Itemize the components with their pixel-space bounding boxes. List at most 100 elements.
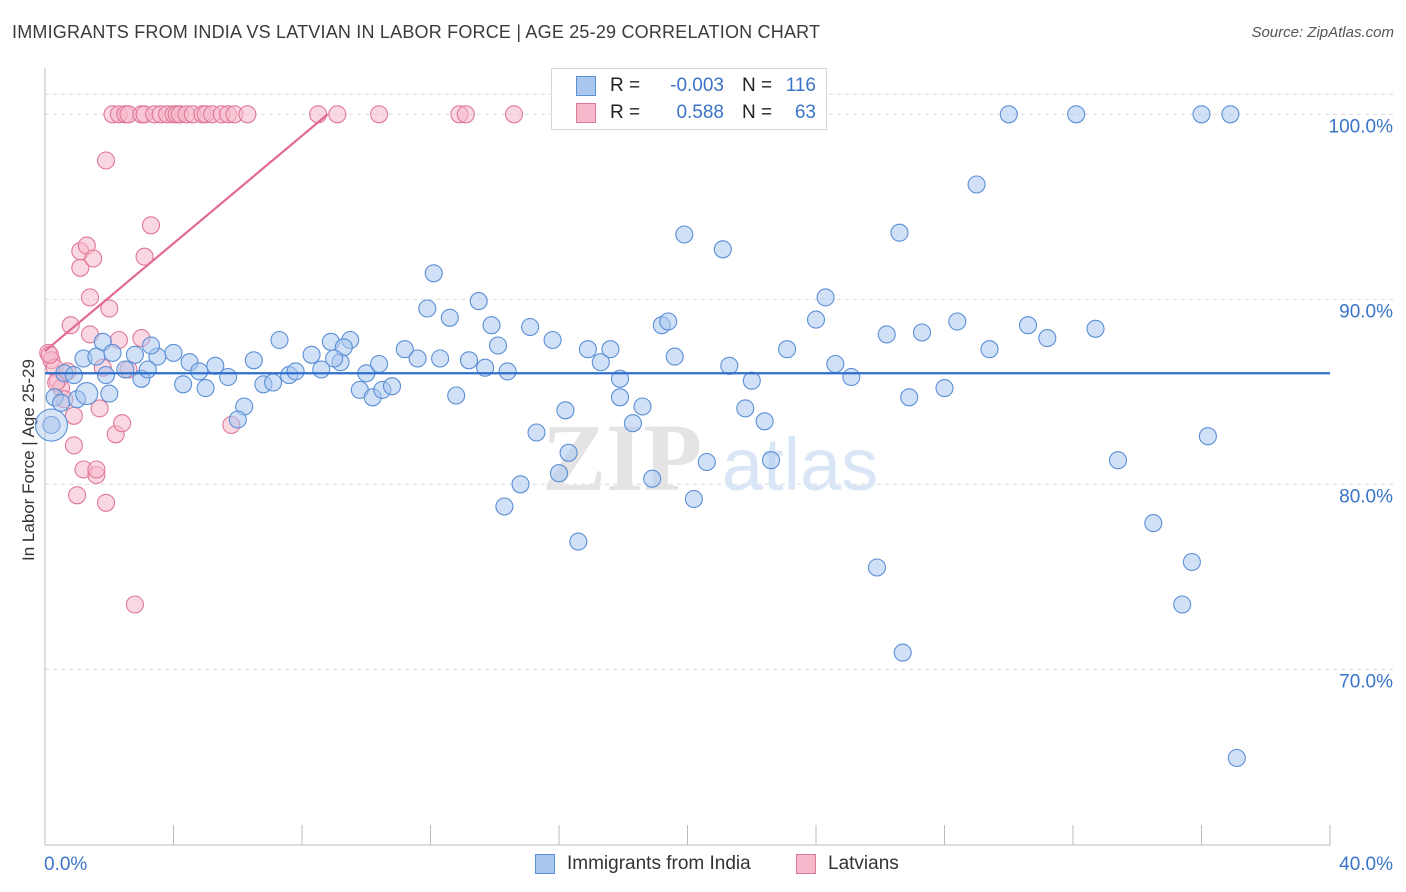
y-tick-label: 70.0%	[1339, 671, 1393, 692]
india-point	[623, 414, 642, 433]
india-point	[408, 349, 427, 368]
india-point	[52, 393, 71, 412]
legend-r-value: 0.588	[676, 102, 724, 123]
india-point	[1173, 595, 1192, 614]
india-point	[912, 323, 932, 342]
india-point	[34, 408, 68, 442]
india-point	[138, 360, 157, 379]
bottom-legend-swatch-latvians	[796, 854, 816, 874]
india-point	[521, 317, 540, 337]
india-point	[325, 349, 344, 368]
india-point	[713, 240, 732, 259]
india-point	[174, 375, 193, 394]
india-point	[967, 175, 986, 194]
india-point	[440, 308, 459, 327]
india-point	[675, 225, 694, 244]
india-point	[190, 362, 209, 381]
india-point	[196, 379, 215, 398]
india-point	[890, 223, 909, 242]
india-point	[511, 475, 530, 494]
latvians-point	[100, 299, 119, 318]
india-point	[1108, 451, 1128, 470]
india-point	[659, 312, 678, 331]
legend-r-value: -0.003	[670, 75, 724, 96]
india-point	[75, 382, 99, 406]
india-point	[125, 345, 144, 364]
india-point	[1221, 105, 1240, 124]
india-point	[1182, 552, 1201, 572]
latvians-point	[61, 316, 80, 335]
latvians-point	[64, 406, 83, 425]
india-point	[1038, 329, 1057, 348]
latvians-point	[456, 105, 475, 124]
y-tick-label: 100.0%	[1329, 116, 1394, 137]
y-tick-label: 80.0%	[1339, 486, 1393, 507]
legend-n-value: 116	[785, 75, 816, 96]
india-point	[761, 451, 781, 470]
india-point	[1067, 105, 1086, 124]
india-point	[244, 351, 263, 370]
legend-row-india: R = -0.003 N = 116	[576, 74, 816, 98]
india-point	[469, 292, 488, 311]
tick-labels: 70.0% 80.0% 90.0% 100.0% 0.0% 40.0%	[44, 116, 1393, 875]
india-point	[418, 299, 437, 318]
india-point	[543, 330, 562, 350]
india-point	[116, 360, 135, 379]
latvians-point	[80, 288, 100, 307]
latvians-point	[113, 414, 132, 433]
india-point	[935, 379, 954, 398]
latvians-point	[68, 486, 87, 505]
india-point	[900, 388, 919, 407]
india-point	[64, 366, 83, 385]
india-point	[742, 371, 761, 390]
legend-n-label: N =	[742, 75, 773, 96]
india-point	[431, 349, 450, 368]
legend-r-label: R =	[610, 75, 641, 96]
legend-swatch-latvians	[576, 103, 596, 123]
latvians-point	[84, 249, 103, 268]
india-point	[100, 384, 119, 403]
india-point	[103, 343, 122, 362]
india-point	[302, 345, 321, 364]
india-point	[459, 351, 479, 370]
india-point	[1227, 748, 1246, 768]
trend-layer	[44, 113, 1330, 375]
india-point	[42, 415, 61, 435]
india-point	[569, 532, 588, 551]
legend-row-latvians: R = 0.588 N = 63	[576, 101, 816, 125]
y-tick-label: 90.0%	[1339, 301, 1393, 322]
legend-box: R = -0.003 N = 116 R = 0.588 N = 63	[551, 68, 827, 130]
india-point	[842, 367, 861, 387]
india-point	[164, 343, 183, 362]
watermark-atlas: atlas	[722, 423, 878, 506]
bottom-legend-latvians[interactable]: Latvians	[796, 853, 899, 875]
legend-swatch-india	[576, 76, 596, 96]
latvians-point	[238, 105, 257, 124]
india-point	[610, 388, 630, 407]
india-point	[633, 397, 652, 416]
india-point	[395, 340, 414, 359]
india-point	[1192, 105, 1211, 124]
latvians-point	[125, 595, 144, 614]
bottom-legend-india[interactable]: Immigrants from India	[535, 853, 751, 875]
india-point	[370, 354, 389, 374]
series-immigrants-from-india	[34, 105, 1246, 768]
x-tick-label-min: 0.0%	[44, 854, 87, 875]
india-point	[778, 340, 797, 359]
latvians-point	[87, 460, 106, 479]
india-point	[684, 489, 703, 509]
legend-n-label: N =	[742, 102, 773, 123]
latvians-point	[96, 151, 116, 170]
india-point	[228, 410, 247, 429]
india-point	[424, 264, 443, 283]
india-point	[495, 497, 514, 516]
bottom-legend: Immigrants from India Latvians	[0, 853, 1406, 877]
latvians-point	[90, 399, 109, 418]
india-point	[720, 356, 739, 375]
india-point	[286, 362, 305, 381]
india-point	[697, 452, 716, 472]
latvians-point	[309, 105, 328, 124]
india-point	[559, 443, 578, 462]
india-point	[877, 325, 896, 344]
india-point	[1144, 514, 1163, 533]
